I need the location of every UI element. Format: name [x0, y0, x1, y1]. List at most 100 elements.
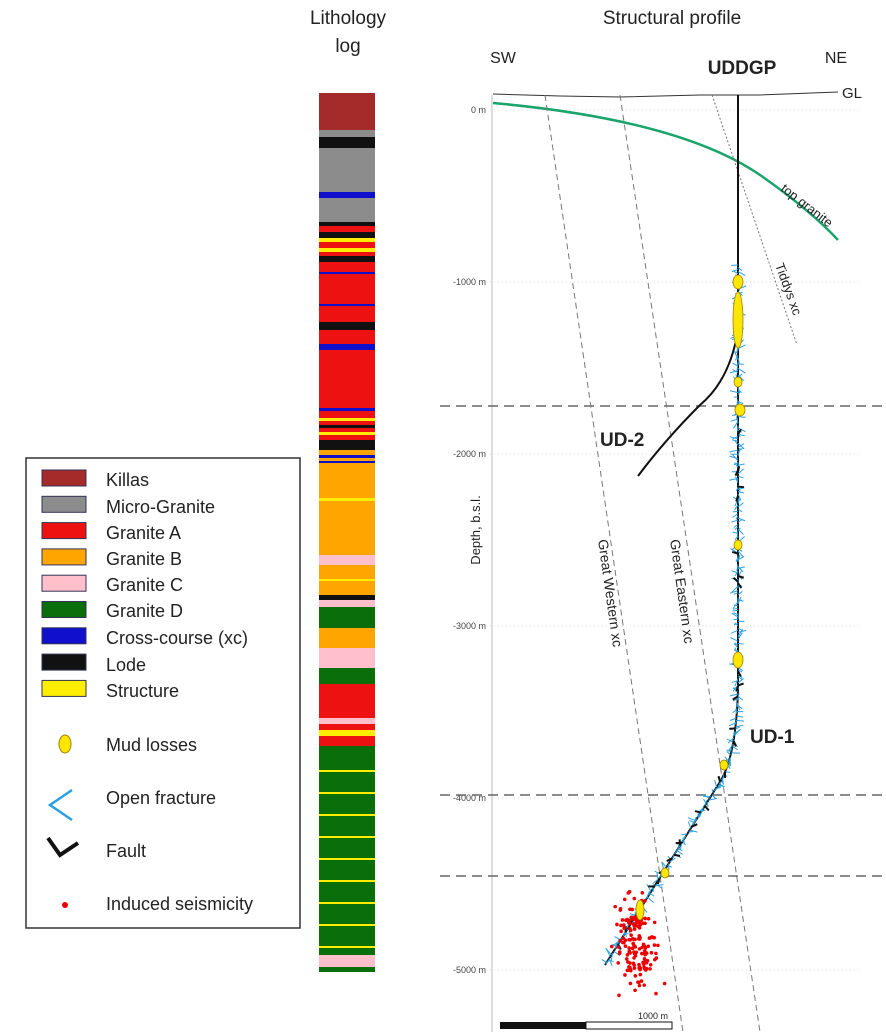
induced-seismicity [624, 918, 628, 922]
depth-axis-label: Depth, b.s.l. [468, 495, 483, 564]
legend-label: Killas [106, 470, 149, 490]
depth-tick-label: 0 m [471, 105, 486, 115]
open-fracture [738, 643, 744, 644]
lith-layer [319, 924, 375, 926]
open-fracture [650, 893, 654, 896]
induced-seismicity [654, 952, 658, 956]
induced-seismicity [663, 982, 667, 986]
seismic-symbol [62, 902, 68, 908]
induced-seismicity [633, 966, 637, 970]
open-fracture [737, 531, 738, 537]
open-fracture [738, 368, 746, 373]
lith-layer [319, 226, 375, 232]
induced-seismicity [646, 959, 650, 963]
depth-tick-label: -3000 m [453, 621, 486, 631]
open-fracture [715, 780, 717, 787]
induced-seismicity [632, 924, 636, 928]
lith-layer [319, 262, 375, 322]
induced-seismicity [648, 967, 652, 971]
induced-seismicity [650, 951, 654, 955]
legend-label: Granite D [106, 601, 183, 621]
induced-seismicity [631, 946, 635, 950]
induced-seismicity [639, 973, 643, 977]
induced-seismicity [654, 992, 658, 996]
lith-title: Lithology [310, 8, 387, 29]
mud-loss [733, 292, 743, 348]
legend-label: Structure [106, 681, 179, 701]
well-label: UD-1 [750, 727, 795, 748]
open-fracture [731, 630, 738, 633]
fault-mark [733, 741, 735, 746]
open-fracture [648, 897, 654, 903]
induced-seismicity [619, 939, 623, 943]
induced-seismicity [629, 933, 633, 937]
induced-seismicity [631, 937, 635, 941]
gl-label: GL [842, 85, 862, 102]
induced-seismicity [623, 973, 627, 977]
legend-label: Fault [106, 841, 146, 861]
sw-label: SW [490, 50, 517, 67]
lith-layer [319, 718, 375, 724]
open-fracture [732, 746, 737, 749]
legend-swatch [42, 523, 86, 539]
fault-label: Tiddys xc [772, 261, 805, 318]
open-fracture [730, 694, 738, 696]
top-granite-label: top granite [778, 181, 836, 231]
lith-layer [319, 425, 375, 428]
legend-label: Induced seismicity [106, 894, 253, 914]
induced-seismicity [656, 944, 660, 948]
induced-seismicity [617, 945, 621, 949]
fault-label: Great Western xc [595, 538, 626, 648]
induced-seismicity [624, 944, 628, 948]
induced-seismicity [628, 890, 632, 894]
lith-layer [319, 880, 375, 882]
lith-layer [319, 93, 375, 130]
well-head-label: UDDGP [708, 58, 777, 79]
legend-label: Granite B [106, 549, 182, 569]
induced-seismicity [613, 905, 617, 909]
induced-seismicity [633, 927, 637, 931]
mud-loss [735, 404, 745, 416]
induced-seismicity [649, 963, 653, 967]
lith-layer [319, 648, 375, 668]
open-fracture [729, 450, 738, 452]
lith-layer [319, 330, 375, 344]
open-fracture [738, 518, 745, 521]
induced-seismicity [638, 936, 642, 940]
fault-line [712, 95, 797, 345]
lith-layer [319, 967, 375, 972]
well-label: UD-2 [600, 430, 644, 451]
scale-bar [500, 1022, 586, 1029]
lith-layer [319, 814, 375, 816]
induced-seismicity [629, 969, 633, 973]
lith-layer [319, 344, 375, 350]
induced-seismicity [638, 984, 642, 988]
induced-seismicity [650, 935, 654, 939]
open-fracture [657, 873, 658, 880]
induced-seismicity [616, 961, 620, 965]
lith-layer [319, 858, 375, 860]
induced-seismicity [622, 926, 626, 930]
lith-layer [319, 408, 375, 411]
ne-label: NE [825, 50, 847, 67]
induced-seismicity [638, 947, 642, 951]
lith-layer [319, 242, 375, 248]
induced-seismicity [647, 917, 651, 921]
open-fracture [688, 822, 691, 828]
depth-grid: 0 m-1000 m-2000 m-3000 m-4000 m-5000 m [440, 95, 886, 1032]
lith-layer [319, 148, 375, 192]
legend-label: Open fracture [106, 788, 216, 808]
induced-seismicity [634, 954, 638, 958]
open-fracture [712, 789, 713, 793]
open-fracture [668, 865, 672, 867]
induced-seismicity [618, 950, 622, 954]
legend-swatch [42, 470, 86, 486]
legend-swatch [42, 575, 86, 591]
open-fracture [733, 511, 738, 512]
top-granite-line [493, 103, 838, 240]
induced-seismicity [626, 969, 630, 973]
lith-layer [319, 946, 375, 948]
induced-seismicity [638, 966, 642, 970]
lith-layer [319, 256, 375, 262]
profile: SW NE UDDGP GL top granite Depth, b.s.l.… [468, 50, 862, 1032]
